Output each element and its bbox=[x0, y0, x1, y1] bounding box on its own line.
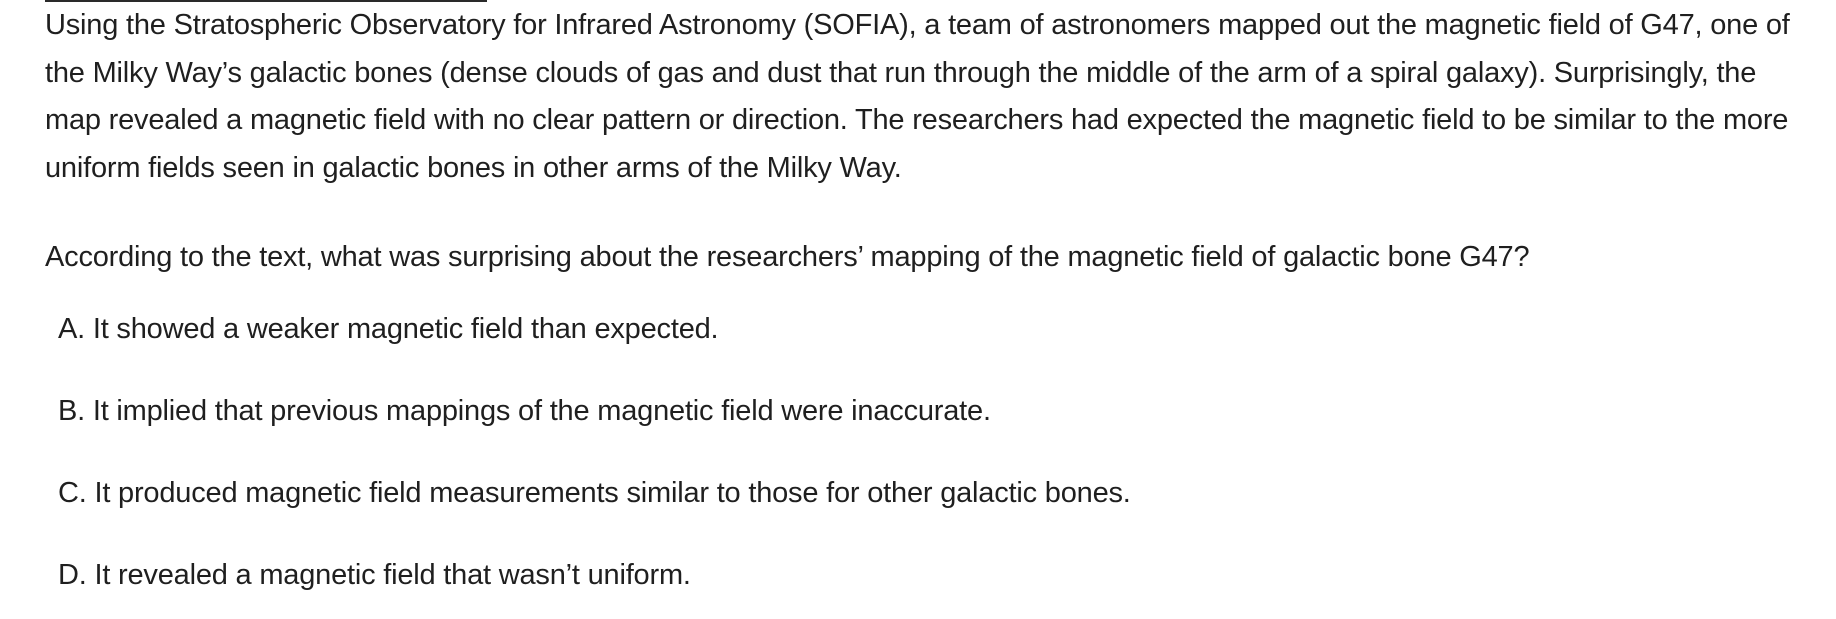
question-text: According to the text, what was surprisi… bbox=[45, 241, 1530, 273]
choice-text: It produced magnetic field measurements … bbox=[94, 477, 1131, 509]
choice-text: It showed a weaker magnetic field than e… bbox=[92, 313, 719, 345]
choice-text: It revealed a magnetic field that wasn’t… bbox=[94, 559, 691, 591]
choice-b[interactable]: B. It implied that previous mappings of t… bbox=[58, 388, 1131, 435]
choice-letter: A. bbox=[58, 313, 85, 345]
choice-d[interactable]: D. It revealed a magnetic field that wasn… bbox=[58, 552, 1131, 599]
passage-text: Using the Stratospheric Observatory for … bbox=[45, 9, 1790, 184]
choice-c[interactable]: C. It produced magnetic field measurement… bbox=[58, 470, 1131, 517]
choice-text: It implied that previous mappings of the… bbox=[92, 395, 991, 427]
choice-letter: C. bbox=[58, 477, 87, 509]
answer-choices: A. It showed a weaker magnetic field than… bbox=[58, 306, 1131, 599]
choice-letter: B. bbox=[58, 395, 85, 427]
top-divider bbox=[45, 0, 487, 2]
choice-a[interactable]: A. It showed a weaker magnetic field than… bbox=[58, 306, 1131, 353]
choice-letter: D. bbox=[58, 559, 87, 591]
